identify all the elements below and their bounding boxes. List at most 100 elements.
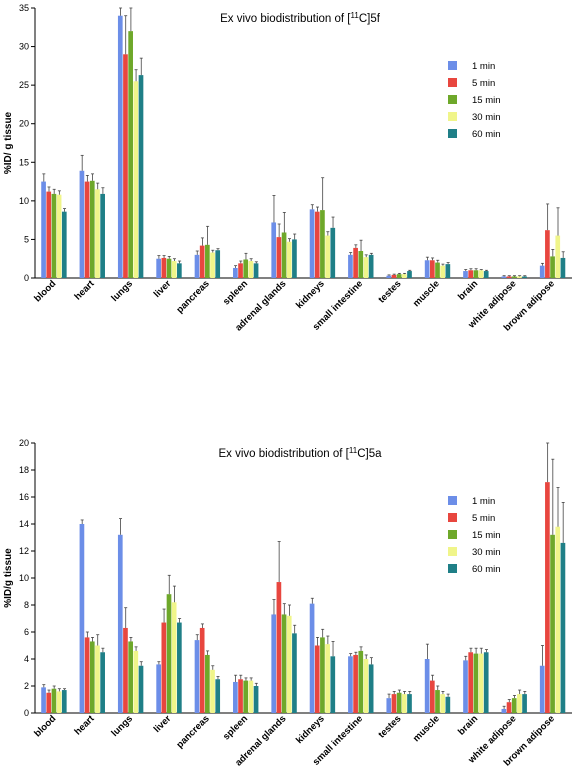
bar-60-min-pancreas bbox=[215, 679, 221, 713]
bar-1-min-heart bbox=[79, 170, 85, 278]
y-tick-label: 12 bbox=[19, 546, 29, 556]
bar-5-min-muscle bbox=[429, 680, 435, 713]
legend-label: 15 min bbox=[472, 530, 501, 541]
chart-title-prefix: Ex vivo biodistribution of [ bbox=[220, 13, 351, 25]
bar-5-min-lungs bbox=[123, 627, 128, 713]
category-label: muscle bbox=[411, 278, 442, 309]
bar-30-min-white-adipose bbox=[517, 694, 522, 713]
category-label: muscle bbox=[411, 713, 442, 744]
legend-swatch bbox=[448, 530, 457, 539]
bar-5-min-small-intestine bbox=[353, 654, 358, 713]
bar-5-min-adrenal-glands bbox=[276, 237, 282, 278]
bar-5-min-blood bbox=[46, 692, 52, 713]
y-axis-label: %ID/ g tissue bbox=[3, 111, 14, 174]
bar-60-min-heart bbox=[100, 652, 105, 713]
bar-30-min-pancreas bbox=[210, 252, 215, 278]
bar-30-min-small-intestine bbox=[363, 659, 369, 713]
y-tick-label: 0 bbox=[24, 708, 29, 718]
bar-5-min-liver bbox=[161, 257, 167, 278]
bar-60-min-spleen bbox=[253, 686, 259, 713]
bar-60-min-pancreas bbox=[215, 250, 221, 278]
bar-15-min-kidneys bbox=[320, 210, 325, 278]
category-label: pancreas bbox=[174, 278, 211, 315]
bar-1-min-muscle bbox=[424, 659, 430, 713]
legend-swatch bbox=[448, 129, 457, 138]
bar-30-min-heart bbox=[95, 189, 100, 278]
bar-1-min-blood bbox=[41, 181, 46, 278]
chart-title-superscript: 11 bbox=[351, 11, 360, 20]
bar-30-min-pancreas bbox=[210, 669, 215, 713]
bar-30-min-liver bbox=[171, 602, 177, 713]
chart-title-suffix: C]5f bbox=[359, 13, 381, 25]
legend-swatch bbox=[448, 496, 457, 505]
legend-label: 30 min bbox=[472, 112, 501, 123]
bar-30-min-brain bbox=[478, 653, 484, 713]
bar-60-min-brown-adipose bbox=[560, 542, 566, 713]
category-label: brain bbox=[456, 713, 480, 737]
bar-1-min-brown-adipose bbox=[539, 665, 545, 713]
bar-5-min-adrenal-glands bbox=[276, 582, 282, 713]
chart-11c-5f: 0 5 10 15 20 25 30 35 %ID/ g tissue Ex vivo biodi… bbox=[3, 3, 572, 334]
y-tick-label: 8 bbox=[24, 600, 29, 610]
category-label: pancreas bbox=[174, 713, 211, 750]
bar-5-min-kidneys bbox=[314, 211, 320, 278]
bar-60-min-blood bbox=[61, 211, 67, 278]
y-tick-label: 6 bbox=[24, 627, 29, 637]
y-tick-label: 25 bbox=[19, 80, 29, 90]
bar-15-min-pancreas bbox=[205, 244, 210, 278]
bar-60-min-muscle bbox=[445, 264, 451, 278]
legend-label: 5 min bbox=[472, 78, 495, 89]
bar-30-min-kidneys bbox=[325, 235, 330, 278]
bar-30-min-small-intestine bbox=[363, 257, 369, 278]
category-label: lungs bbox=[109, 713, 135, 739]
bar-15-min-blood bbox=[51, 193, 57, 278]
category-label: spleen bbox=[221, 713, 250, 742]
y-tick-label: 0 bbox=[24, 273, 29, 283]
bar-1-min-pancreas bbox=[194, 254, 200, 278]
bar-60-min-liver bbox=[177, 622, 182, 713]
bar-15-min-lungs bbox=[128, 31, 133, 279]
bar-30-min-kidneys bbox=[325, 644, 330, 713]
bar-60-min-kidneys bbox=[330, 227, 336, 278]
bar-60-min-small-intestine bbox=[368, 254, 374, 278]
bar-30-min-liver bbox=[171, 261, 177, 278]
category-label: brain bbox=[456, 278, 480, 302]
bar-60-min-small-intestine bbox=[368, 664, 374, 713]
bar-15-min-pancreas bbox=[205, 654, 210, 713]
bar-60-min-white-adipose bbox=[522, 276, 527, 278]
bar-1-min-adrenal-glands bbox=[271, 222, 277, 278]
y-tick-label: 14 bbox=[19, 519, 29, 529]
bar-5-min-pancreas bbox=[199, 245, 205, 278]
y-tick-label: 20 bbox=[19, 438, 29, 448]
bar-60-min-spleen bbox=[253, 263, 259, 278]
bar-60-min-brain bbox=[483, 652, 489, 713]
bar-1-min-lungs bbox=[117, 15, 123, 278]
bar-5-min-heart bbox=[84, 637, 90, 713]
bar-60-min-adrenal-glands bbox=[292, 633, 297, 713]
bar-30-min-lungs bbox=[133, 650, 139, 713]
bar-1-min-liver bbox=[156, 664, 161, 713]
bar-30-min-brown-adipose bbox=[555, 526, 561, 713]
chart-title: Ex vivo biodistribution of [11C]5a bbox=[218, 446, 382, 461]
bar-5-min-muscle bbox=[429, 260, 435, 278]
bar-15-min-brain bbox=[473, 270, 479, 278]
bar-15-min-kidneys bbox=[320, 637, 325, 713]
bar-30-min-lungs bbox=[133, 81, 139, 279]
bar-30-min-adrenal-glands bbox=[286, 241, 292, 278]
category-label: blood bbox=[32, 278, 58, 304]
bar-1-min-heart bbox=[79, 524, 85, 713]
bar-1-min-spleen bbox=[233, 681, 238, 713]
legend-label: 30 min bbox=[472, 547, 501, 558]
bar-15-min-blood bbox=[51, 688, 57, 713]
bar-5-min-liver bbox=[161, 622, 167, 713]
bar-15-min-liver bbox=[166, 594, 172, 713]
y-axis-label: %ID/g tissue bbox=[3, 548, 14, 608]
bar-30-min-blood bbox=[56, 691, 62, 713]
bar-5-min-lungs bbox=[123, 54, 128, 279]
bar-1-min-adrenal-glands bbox=[271, 614, 277, 713]
y-tick-label: 20 bbox=[19, 119, 29, 129]
chart-11c-5a: 0 2 4 6 8 10 12 14 16 18 20 %ID/g tissue Ex vivo bio… bbox=[3, 438, 572, 769]
legend-label: 1 min bbox=[472, 496, 495, 507]
bar-60-min-brain bbox=[483, 271, 489, 278]
